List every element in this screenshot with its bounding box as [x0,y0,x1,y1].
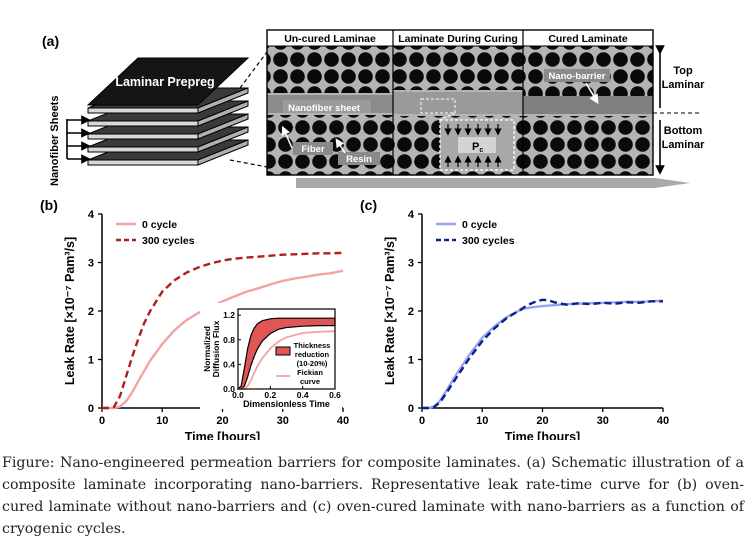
sheet-side [197,126,249,153]
y-tick-label: 3 [408,258,414,270]
y-axis-label: Leak Rate [×10⁻⁷ Pam³/s] [383,237,397,385]
y-tick-label: 2 [88,306,94,318]
top-laminar-label-2: Laminar [662,79,706,91]
prepreg-top-sheet [86,57,250,106]
bottom-laminar-label-1: Bottom [664,125,703,137]
top-laminar-label-1: Top [673,65,693,77]
series-line-1 [422,299,664,410]
x-tick-label: 30 [597,415,609,427]
pressure-arrows [444,124,502,167]
inset-legend-band-label: reduction [295,350,330,359]
x-tick-label: 20 [536,415,548,427]
inset-legend-swatch-band [275,346,291,356]
nanofiber-sheet [87,133,199,140]
x-axis-label: Time [hours] [185,430,260,440]
panel-a: (a) Laminar Prepreg Nanofiber Sheets [42,29,706,188]
x-tick-label: 0 [419,415,425,427]
inset-x-axis-label: Dimensionless Time [243,399,330,409]
chart-c: 0 10 20 30 40 0 1 2 3 4 Time [hours] Leak Rate [×10… [383,209,669,440]
x-tick-label: 30 [277,415,289,427]
x-tick-label: 0 [99,415,105,427]
nanofiber-sheet [87,146,199,153]
y-tick-label: 2 [408,306,414,318]
zoom-line-bottom [229,159,268,168]
column-header-uncured: Un-cured Laminae [284,33,376,45]
x-tick-label: 20 [216,415,228,427]
prepreg-label: Laminar Prepreg [115,75,214,89]
inset-fickian-line [238,330,336,390]
y-tick-label: 0 [88,403,94,415]
legend-label-1: 0 cycle [142,219,177,231]
x-axis-label: Time [hours] [505,430,580,440]
bottom-laminar-label-2: Laminar [662,139,706,151]
inset-y-tick-label: 0.0 [223,384,235,394]
inset-x-tick-label: 0.6 [329,390,341,400]
inset-y-tick-label: 0.4 [223,359,235,369]
chart-b: 0 10 20 30 40 0 1 2 3 4 Time [hours] Leak Rate [×10… [63,209,349,440]
x-tick-label: 40 [657,415,669,427]
figure-caption: Figure: Nano-engineered permeation barri… [2,455,744,537]
column-header-cured: Cured Laminate [548,33,628,45]
fiber-label: Fiber [301,144,325,155]
figure: (a) Laminar Prepreg Nanofiber Sheets [40,29,706,440]
inset-legend-fickian-label: Fickian [297,368,323,377]
y-tick-label: 4 [88,209,95,221]
panel-c-label: (c) [360,197,377,213]
series-line-2 [422,298,663,410]
inset-x-tick-label: 0.2 [264,390,276,400]
inset-legend-fickian-label: curve [300,377,320,386]
series-line-2 [102,251,344,410]
inset-x-tick-label: 0.4 [297,390,309,400]
nanofiber-sheet [87,159,199,166]
inset-y-axis-label-1: Normalized [202,326,212,372]
inset-y-tick-label: 0.8 [223,335,235,345]
inset-y-tick-label: 1.2 [223,310,235,320]
inset-y-axis-label-2: Diffusion Flux [211,320,221,377]
y-tick-label: 0 [408,403,414,415]
sheet-side [197,87,249,114]
pressure-label: Pc [472,141,483,154]
inset-x-tick-label: 0.0 [232,390,244,400]
panel-b: (b) 0 10 20 30 40 0 1 2 3 4 Time [hours] Leak Rate … [40,197,349,440]
x-tick-label: 10 [476,415,488,427]
process-arrow [296,178,690,188]
y-tick-label: 1 [88,355,94,367]
burst-icon: ✸ [281,120,294,137]
inset-legend-band-label: (10-20%) [297,359,328,368]
column-header-curing: Laminate During Curing [398,33,518,45]
legend-label-1: 0 cycle [462,219,497,231]
nanofiber-sheet [87,120,199,127]
panel-b-label: (b) [40,197,58,213]
nanofiber-sheets-label: Nanofiber Sheets [49,96,61,186]
panel-a-label: (a) [42,33,59,49]
sheet-side [197,100,249,127]
y-axis-label: Leak Rate [×10⁻⁷ Pam³/s] [63,237,77,385]
sheet-side [197,113,249,140]
zoom-line-top [239,51,268,89]
y-tick-label: 1 [408,355,414,367]
resin-label: Resin [346,154,372,165]
sheet-side [197,139,249,166]
nano-barrier-label: Nano-barrier [548,71,605,82]
x-tick-label: 10 [156,415,168,427]
nanofiber-sheet [87,107,199,114]
y-tick-label: 3 [88,258,94,270]
microstructure: Un-cured Laminae Laminate During Curing … [266,29,700,176]
y-tick-label: 4 [408,209,415,221]
legend-label-2: 300 cycles [462,235,515,247]
legend-label-2: 300 cycles [142,235,195,247]
prepreg-stack: Laminar Prepreg [86,57,250,166]
x-tick-label: 40 [337,415,349,427]
inset-legend-band-label: Thickness [294,341,331,350]
panel-c: (c) 0 10 20 30 40 0 1 2 3 4 Time [hours] Leak Rate … [360,197,669,440]
nanofiber-sheet-label: Nanofiber sheet [288,103,361,114]
inset-frame [237,308,336,390]
nanofiber-arrows [66,115,91,164]
